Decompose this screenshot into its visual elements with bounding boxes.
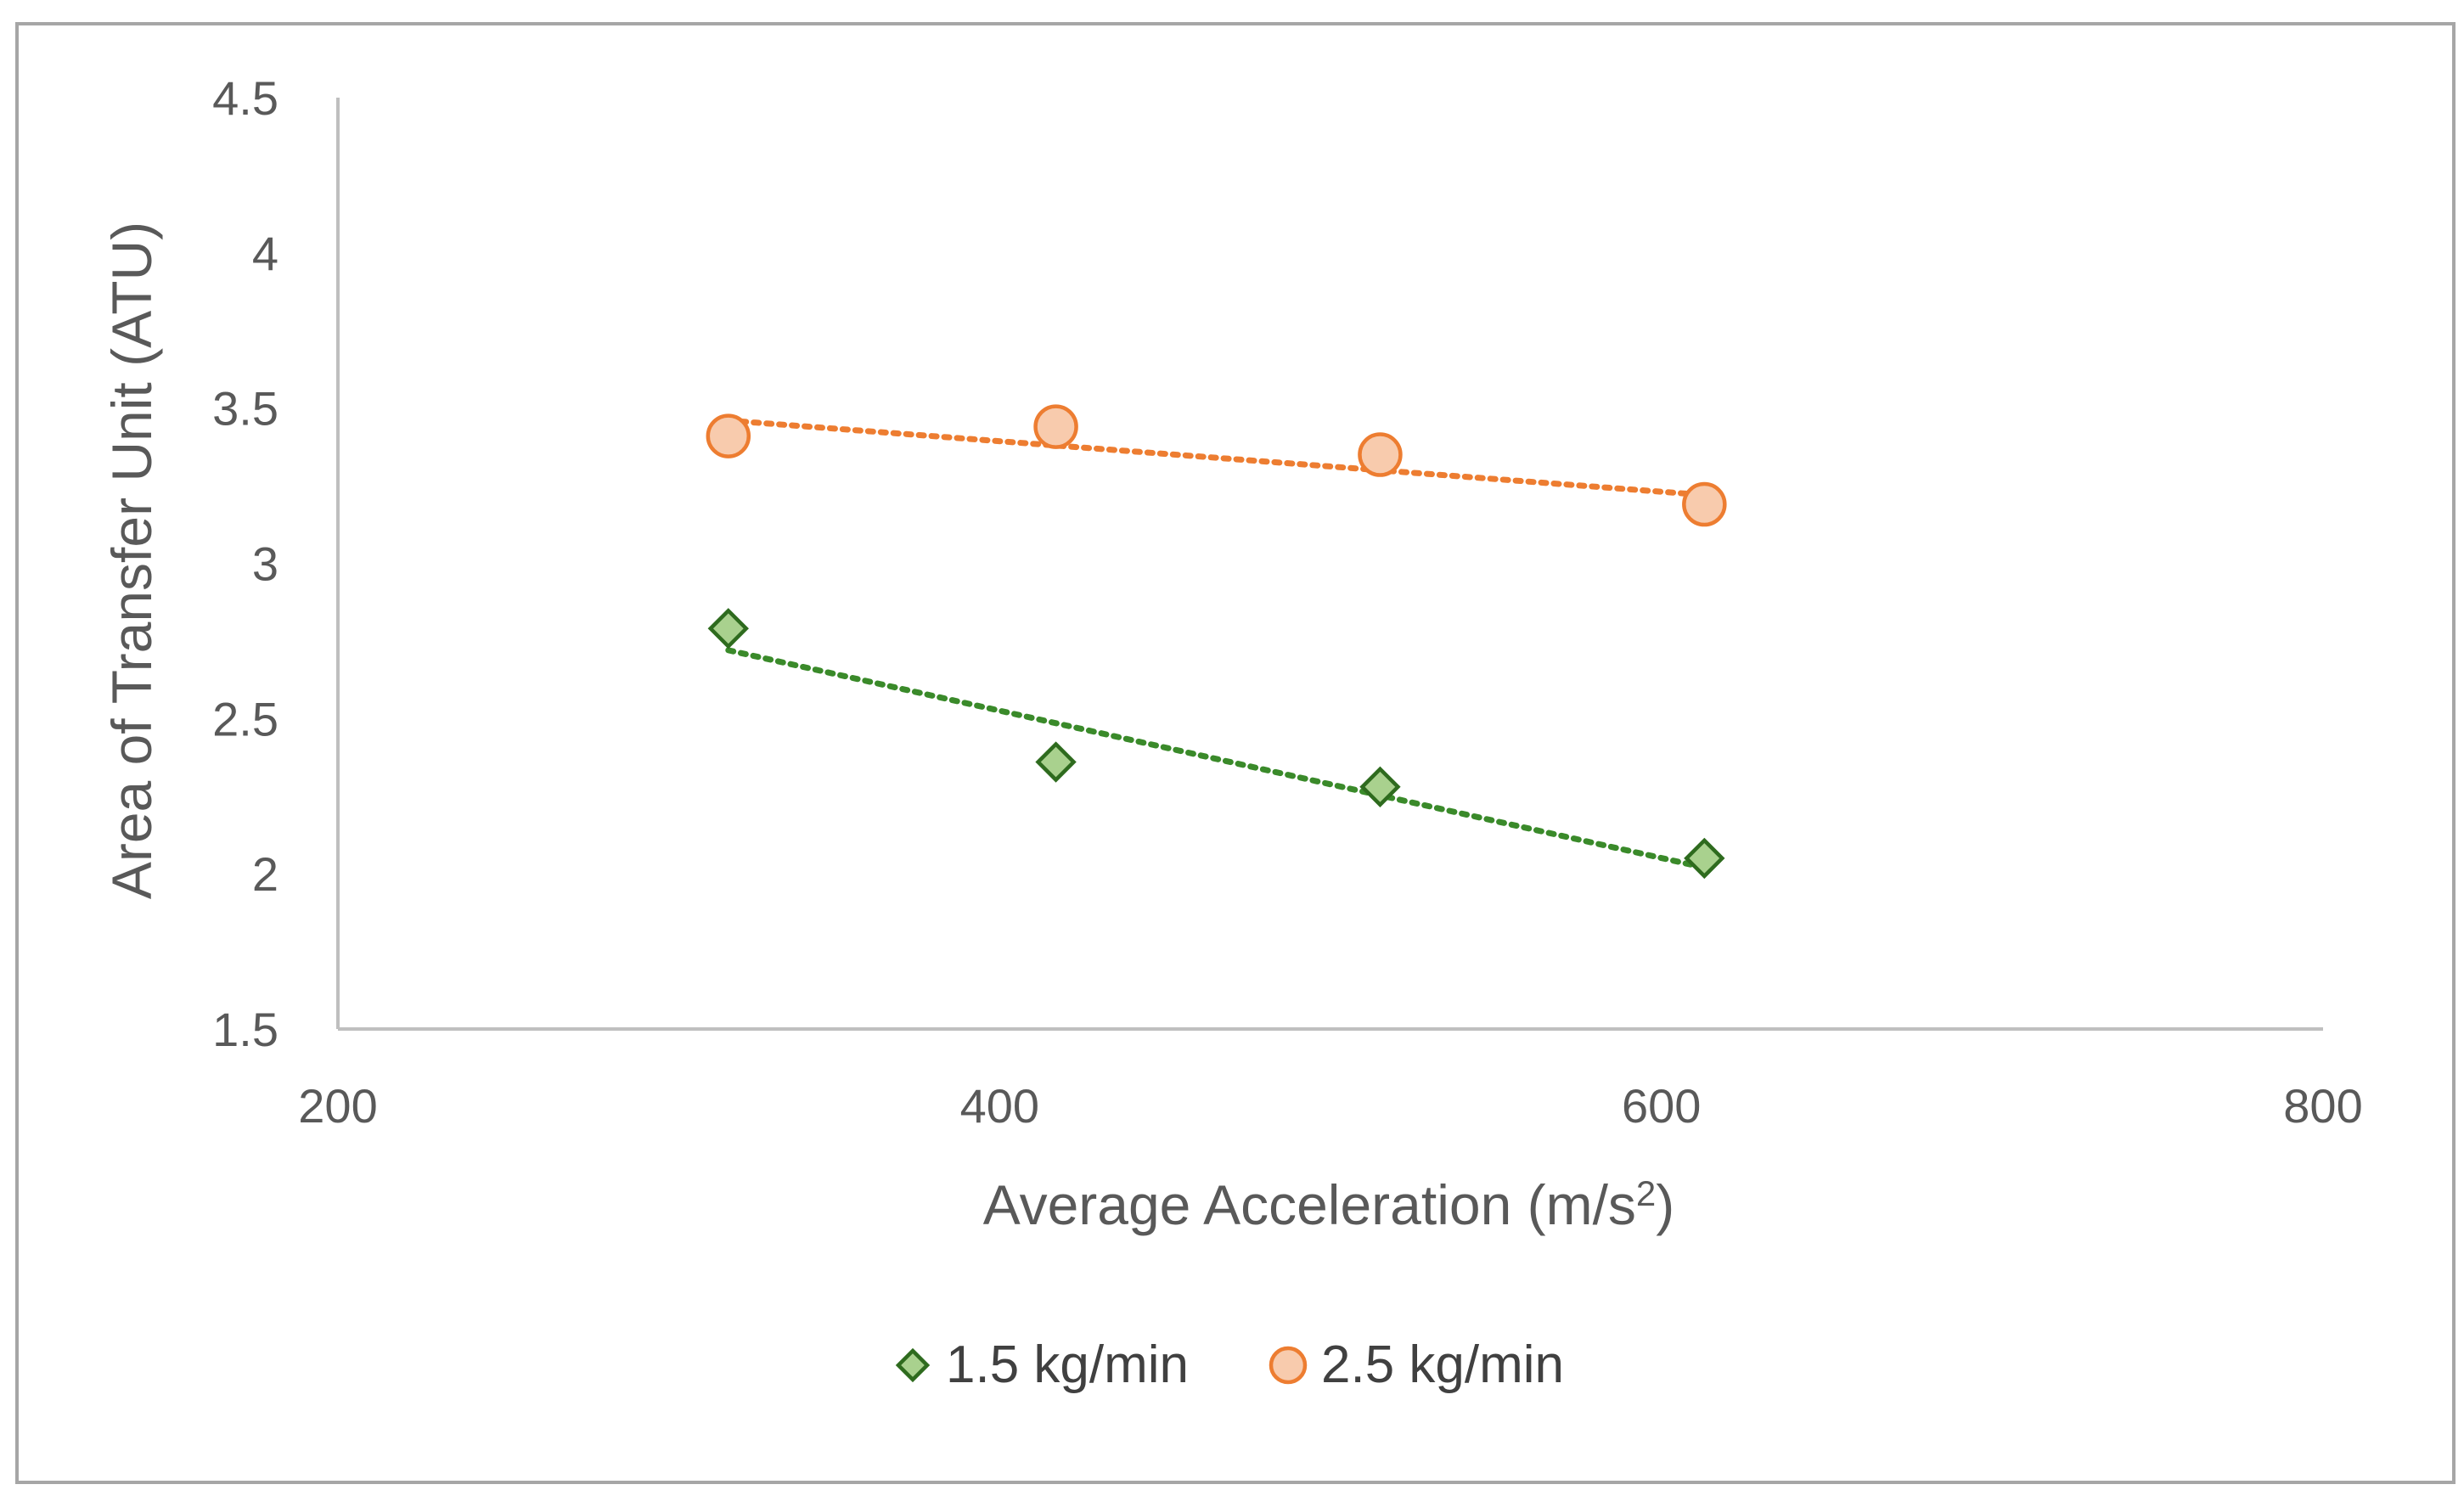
x-tick-label: 800 (2283, 1079, 2362, 1133)
trendline-series-2 (725, 417, 1707, 498)
legend-marker-series-1 (895, 1347, 931, 1383)
trendlines (725, 417, 1707, 871)
data-point-series-1 (1684, 837, 1725, 880)
y-tick-label: 2 (252, 847, 278, 901)
legend-label-series-2: 2.5 kg/min (1321, 1335, 1564, 1394)
trendline-series-1 (725, 647, 1707, 871)
chart-frame (15, 22, 2456, 1484)
y-tick-label: 1.5 (212, 1003, 278, 1056)
y-tick-label: 4 (252, 227, 278, 280)
legend: 1.5 kg/min 2.5 kg/min (895, 1335, 1564, 1394)
data-point-series-2 (1033, 404, 1078, 449)
x-tick-label: 400 (960, 1079, 1039, 1133)
y-axis: 1.5 2 2.5 3 3.5 4 4.5 (212, 71, 340, 1056)
x-axis-title: Average Acceleration (m/s2) (983, 1173, 1675, 1236)
legend-marker-series-2 (1269, 1346, 1308, 1385)
legend-label-series-1: 1.5 kg/min (946, 1335, 1189, 1394)
y-tick-label: 4.5 (212, 71, 278, 125)
y-tick-label: 2.5 (212, 692, 278, 745)
data-points (706, 404, 1727, 880)
y-axis-title: Area of Transfer Unit (ATU) (100, 222, 163, 899)
data-point-series-2 (1358, 432, 1403, 477)
x-tick-label: 200 (298, 1079, 377, 1133)
data-point-series-1 (1359, 766, 1401, 807)
y-tick-label: 3.5 (212, 382, 278, 436)
data-point-series-1 (707, 608, 749, 649)
x-axis: 200 400 600 800 (298, 1027, 2363, 1133)
x-axis-title-close: ) (1656, 1173, 1674, 1236)
data-point-series-2 (706, 413, 751, 458)
x-axis-title-superscript: 2 (1636, 1173, 1656, 1213)
data-point-series-1 (1035, 741, 1077, 783)
data-point-series-2 (1682, 481, 1727, 527)
x-axis-title-main: Average Acceleration (m/s (983, 1173, 1636, 1236)
x-tick-label: 600 (1622, 1079, 1701, 1133)
y-tick-label: 3 (252, 537, 278, 591)
